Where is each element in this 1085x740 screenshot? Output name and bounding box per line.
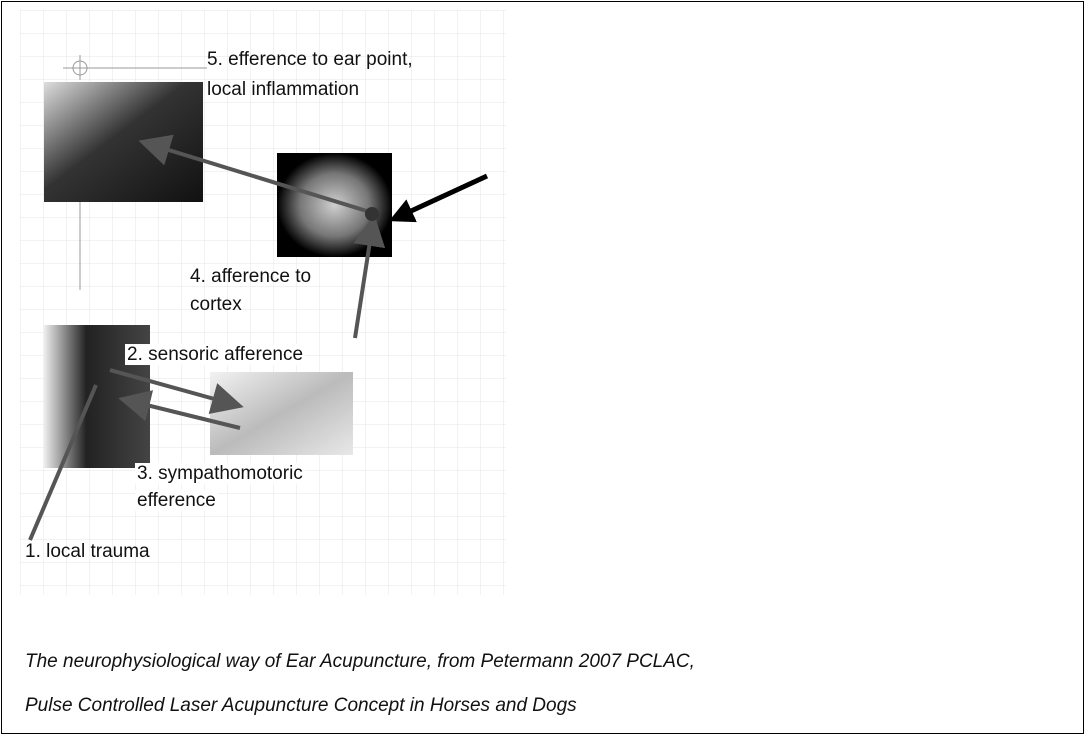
arrows [28, 134, 386, 541]
guides [63, 55, 207, 290]
ear-photo [44, 82, 203, 202]
label: 3. sympathomotoric [137, 463, 303, 484]
label: 1. local trauma [25, 541, 150, 562]
pointer-arrow [388, 173, 489, 223]
label: 2. sensoric afference [127, 344, 303, 365]
label: 5. efference to ear point, [207, 49, 413, 70]
label-background [135, 463, 305, 485]
label-background [135, 490, 218, 512]
cortex-point [365, 207, 379, 221]
brain-scan [277, 153, 392, 257]
label: efference [137, 490, 216, 511]
label: local inflammation [207, 79, 359, 100]
label-background [125, 344, 306, 366]
caption: Pulse Controlled Laser Acupuncture Conce… [25, 695, 577, 716]
spine-illustration [210, 372, 353, 455]
caption: The neurophysiological way of Ear Acupun… [25, 651, 695, 672]
label: cortex [190, 294, 242, 315]
label: 4. afference to [190, 266, 311, 287]
